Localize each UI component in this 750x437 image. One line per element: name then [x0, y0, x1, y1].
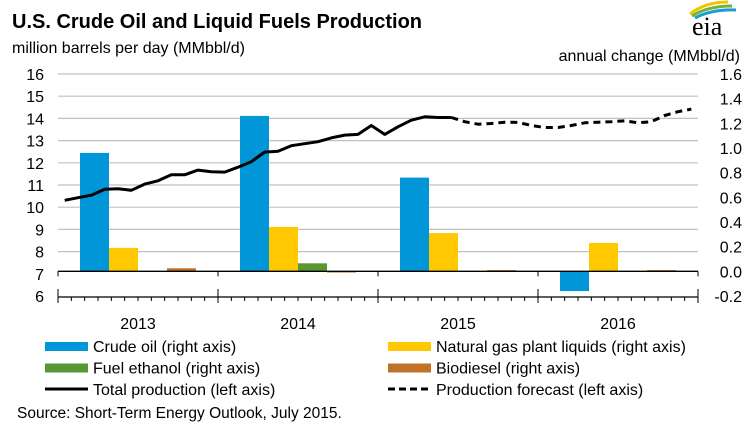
chart-title: U.S. Crude Oil and Liquid Fuels Producti…	[12, 11, 422, 33]
right-tick-label: 1.6	[720, 67, 742, 84]
left-tick-label: 13	[26, 134, 44, 151]
year-label: 2016	[600, 316, 636, 333]
left-tick-label: 16	[26, 67, 44, 84]
forecast-line	[450, 107, 692, 129]
right-tick-label: 0.4	[720, 215, 742, 232]
legend-label: Production forecast (left axis)	[436, 382, 643, 399]
right-tick-label: 0.8	[720, 166, 742, 183]
left-axis-label: million barrels per day (MMbbl/d)	[12, 40, 245, 57]
legend-swatch	[388, 342, 431, 351]
bar-2016	[589, 242, 618, 272]
right-axis-label: annual change (MMbbl/d)	[559, 48, 740, 65]
bar-2015	[429, 233, 458, 272]
right-tick-label: 0.0	[720, 264, 742, 281]
bar-2014	[240, 115, 269, 272]
left-tick-label: 8	[35, 245, 44, 262]
left-tick-label: 6	[35, 289, 44, 306]
legend-label: Total production (left axis)	[93, 382, 275, 399]
logo-arc-yellow	[689, 0, 729, 16]
bar-2014	[269, 226, 298, 272]
bar-2016	[560, 271, 589, 292]
logo-arc-blue	[694, 8, 737, 20]
legend-swatch	[388, 363, 431, 373]
year-label: 2014	[280, 316, 316, 333]
logo-arc-green	[691, 4, 733, 18]
left-tick-label: 11	[27, 178, 44, 195]
left-tick-label: 14	[26, 111, 44, 128]
legend-label: Crude oil (right axis)	[93, 339, 236, 356]
bar-2014	[298, 263, 327, 272]
bar-2013	[109, 247, 138, 272]
bar-2015	[400, 177, 429, 272]
bar-2013	[80, 152, 109, 272]
bar-2013	[167, 268, 196, 272]
right-tick-label: -0.2	[714, 289, 742, 306]
legend-label: Biodiesel (right axis)	[436, 361, 580, 378]
right-tick-label: 1.0	[720, 141, 742, 158]
year-label: 2013	[120, 316, 156, 333]
total-production-line	[64, 115, 452, 202]
right-tick-label: 1.4	[720, 92, 742, 109]
legend-label: Natural gas plant liquids (right axis)	[436, 339, 686, 356]
left-tick-label: 15	[26, 89, 44, 106]
year-label: 2015	[440, 316, 476, 333]
left-tick-label: 9	[35, 222, 44, 239]
legend-swatch	[45, 342, 88, 351]
right-tick-label: 0.2	[720, 240, 742, 257]
eia-logo: eia	[689, 0, 737, 41]
logo-text: eia	[692, 12, 723, 41]
right-tick-label: 1.2	[720, 116, 742, 133]
legend-label: Fuel ethanol (right axis)	[93, 361, 260, 378]
left-tick-label: 7	[35, 267, 44, 284]
right-tick-label: 0.6	[720, 190, 742, 207]
source-note: Source: Short-Term Energy Outlook, July …	[17, 405, 342, 422]
left-tick-label: 12	[26, 156, 44, 173]
left-tick-label: 10	[26, 200, 44, 217]
legend-swatch	[45, 363, 88, 373]
